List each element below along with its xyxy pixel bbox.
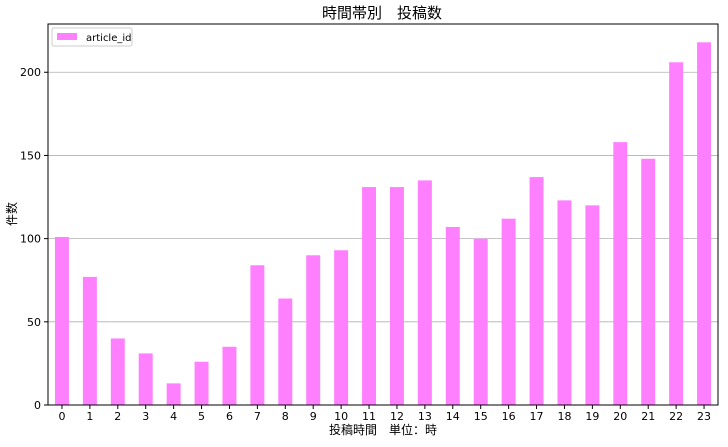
x-tick-label: 1	[86, 410, 93, 423]
bar	[613, 142, 628, 405]
bar	[641, 158, 656, 405]
bar	[138, 353, 153, 405]
x-tick-label: 16	[502, 410, 516, 423]
bar	[417, 180, 432, 405]
x-tick-label: 3	[142, 410, 149, 423]
legend-swatch	[57, 33, 77, 40]
x-tick-label: 21	[641, 410, 655, 423]
x-axis: 0 1 2 3 4 5 6 7 8 9 10 11 12 13 14 15 16 17 18 19 20 21 22 23	[58, 405, 711, 423]
bar	[306, 255, 321, 405]
bar	[54, 236, 69, 405]
x-tick-label: 9	[310, 410, 317, 423]
y-tick-label: 200	[20, 66, 41, 79]
bar	[473, 238, 488, 405]
grid-lines	[48, 71, 718, 323]
x-tick-label: 14	[446, 410, 460, 423]
y-axis: 0 50 100 150 200	[20, 66, 48, 412]
bar	[250, 265, 265, 405]
y-axis-title: 件数	[4, 202, 19, 226]
bar	[529, 177, 544, 405]
bar	[222, 346, 237, 405]
bar	[389, 187, 404, 405]
x-tick-label: 0	[58, 410, 65, 423]
x-tick-label: 4	[170, 410, 177, 423]
bar	[697, 42, 712, 406]
x-tick-label: 17	[530, 410, 544, 423]
bar	[669, 62, 684, 405]
x-axis-title: 投稿時間 単位：時	[329, 422, 437, 437]
x-tick-label: 12	[390, 410, 404, 423]
legend-label: article_id	[86, 33, 132, 44]
bar	[82, 276, 97, 405]
bar	[362, 187, 377, 405]
bar	[445, 226, 460, 405]
x-tick-label: 19	[585, 410, 599, 423]
x-tick-label: 5	[198, 410, 205, 423]
x-tick-label: 15	[474, 410, 488, 423]
x-tick-label: 22	[669, 410, 683, 423]
x-tick-label: 23	[697, 410, 711, 423]
x-tick-label: 13	[418, 410, 432, 423]
x-tick-label: 10	[334, 410, 348, 423]
bar	[110, 338, 125, 405]
bar	[557, 200, 572, 405]
plot-frame	[47, 23, 719, 406]
y-tick-label: 50	[27, 316, 41, 329]
bar	[278, 298, 293, 405]
chart-title: 時間帯別 投稿数	[322, 4, 442, 22]
x-tick-label: 11	[362, 410, 376, 423]
x-tick-label: 6	[226, 410, 233, 423]
bar	[501, 218, 516, 405]
legend-box	[51, 27, 133, 47]
y-tick-label: 100	[20, 233, 41, 246]
legend: article_id	[51, 27, 133, 47]
x-tick-label: 20	[613, 410, 627, 423]
bar	[166, 383, 181, 405]
bar	[334, 250, 349, 405]
y-tick-label: 150	[20, 149, 41, 162]
x-tick-label: 7	[254, 410, 261, 423]
x-tick-label: 2	[114, 410, 121, 423]
bar	[194, 361, 209, 405]
bar	[585, 205, 600, 405]
x-tick-label: 18	[557, 410, 571, 423]
x-tick-label: 8	[282, 410, 289, 423]
bars	[54, 42, 712, 406]
y-tick-label: 0	[34, 399, 41, 412]
